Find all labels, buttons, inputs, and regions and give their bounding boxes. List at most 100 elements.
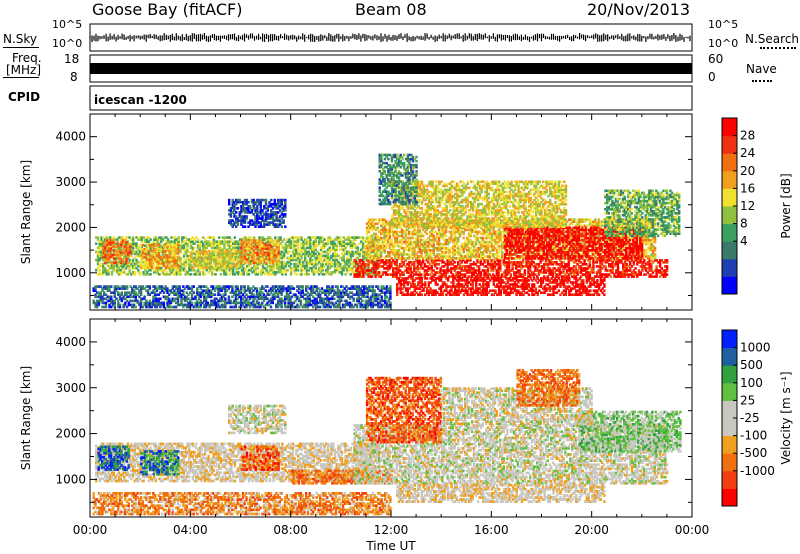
heatmap-cell [319, 306, 321, 309]
heatmap-cell [281, 225, 283, 228]
heatmap-cell [248, 273, 250, 276]
heatmap-cell [371, 275, 373, 278]
heatmap-cell [224, 298, 226, 301]
heatmap-cell [244, 225, 246, 228]
heatmap-cell [610, 275, 612, 278]
heatmap-cell [377, 285, 379, 288]
heatmap-cell [389, 285, 391, 288]
heatmap-cell [121, 236, 123, 239]
heatmap-cell [323, 238, 325, 241]
heatmap-cell [119, 304, 121, 307]
nsky-trace-line [90, 33, 690, 42]
heatmap-cell [378, 271, 380, 274]
heatmap-cell [246, 215, 248, 218]
heatmap-cell [290, 263, 292, 266]
heatmap-cell [300, 300, 302, 303]
heatmap-cell [373, 289, 375, 292]
heatmap-cell [143, 296, 145, 299]
heatmap-cell [300, 236, 302, 239]
heatmap-cell [286, 269, 288, 272]
heatmap-cell [235, 211, 237, 214]
heatmap-cell [214, 273, 216, 276]
heatmap-cell [284, 199, 286, 202]
heatmap-cell [284, 225, 286, 228]
heatmap-cell [236, 266, 238, 269]
heatmap-cell [168, 264, 170, 267]
heatmap-cell [193, 247, 195, 250]
heatmap-cell [193, 285, 195, 288]
heatmap-cell [420, 273, 422, 276]
heatmap-cell [177, 256, 179, 259]
heatmap-cell [199, 256, 201, 259]
heatmap-cell [191, 302, 193, 305]
heatmap-cell [122, 260, 124, 263]
cpid-panel-frame [90, 86, 692, 110]
heatmap-cell [158, 252, 160, 255]
heatmap-cell [149, 238, 151, 241]
heatmap-cell [634, 267, 636, 270]
heatmap-cell [204, 273, 206, 276]
heatmap-cell [389, 302, 391, 305]
heatmap-cell [214, 293, 216, 296]
heatmap-cell [510, 273, 512, 276]
heatmap-cell [247, 201, 249, 204]
heatmap-cell [113, 241, 115, 244]
heatmap-cell [234, 236, 236, 239]
heatmap-cell [177, 248, 179, 251]
heatmap-cell [270, 199, 272, 202]
heatmap-cell [137, 244, 139, 247]
heatmap-cell [218, 236, 220, 239]
heatmap-cell [115, 260, 117, 263]
heatmap-cell [277, 260, 279, 263]
heatmap-cell [193, 291, 195, 294]
heatmap-cell [331, 285, 333, 288]
heatmap-cell [110, 285, 112, 288]
heatmap-cell [524, 269, 526, 272]
heatmap-cell [199, 271, 201, 274]
heatmap-cell [179, 285, 181, 288]
heatmap-cell [127, 262, 129, 265]
heatmap-cell [218, 250, 220, 253]
heatmap-cell [265, 199, 267, 202]
heatmap-cell [129, 243, 131, 246]
heatmap-cell [220, 273, 222, 276]
heatmap-cell [308, 273, 310, 276]
heatmap-cell [293, 287, 295, 290]
freq-trace-band [90, 63, 692, 74]
heatmap-cell [248, 262, 250, 265]
heatmap-cell [190, 273, 192, 276]
heatmap-cell [333, 298, 335, 301]
heatmap-cell [362, 236, 364, 239]
heatmap-cell [288, 251, 290, 254]
heatmap-cell [196, 250, 198, 253]
heatmap-cell [274, 236, 276, 239]
heatmap-cell [192, 250, 194, 253]
heatmap-cell [132, 236, 134, 239]
heatmap-cell [139, 271, 141, 274]
heatmap-cell [188, 251, 190, 254]
heatmap-cell [265, 239, 267, 242]
heatmap-cell [163, 262, 165, 265]
heatmap-cell [110, 296, 112, 299]
heatmap-cell [178, 236, 180, 239]
heatmap-cell [311, 259, 313, 262]
heatmap-cell [372, 285, 374, 288]
heatmap-cell [149, 285, 151, 288]
heatmap-cell [163, 302, 165, 305]
heatmap-cell [436, 267, 438, 270]
power-heatmap [93, 154, 681, 309]
heatmap-cell [454, 261, 456, 264]
heatmap-cell [337, 285, 339, 288]
heatmap-cell [302, 285, 304, 288]
heatmap-cell [177, 244, 179, 247]
heatmap-cell [256, 287, 258, 290]
heatmap-cell [158, 273, 160, 276]
heatmap-cell [339, 236, 341, 239]
freq-trace [90, 63, 692, 74]
heatmap-cell [97, 236, 99, 239]
heatmap-cell [197, 238, 199, 241]
heatmap-cell [134, 271, 136, 274]
heatmap-cell [352, 298, 354, 301]
heatmap-cell [121, 291, 123, 294]
